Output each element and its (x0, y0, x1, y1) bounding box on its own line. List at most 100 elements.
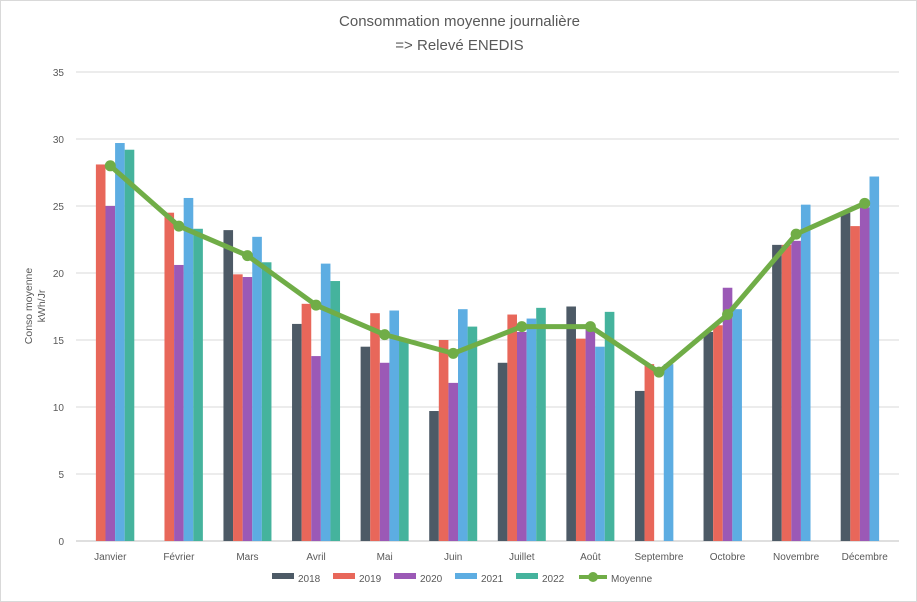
bar-2022 (124, 149, 135, 541)
bar-2021 (115, 143, 125, 541)
legend-label: 2021 (481, 574, 504, 585)
bar-2019 (644, 364, 655, 541)
bar-2019 (233, 274, 243, 541)
bar-2018 (634, 390, 645, 541)
bar-2022 (467, 326, 478, 541)
bar-2022 (536, 307, 546, 541)
x-tick-label: Juillet (509, 552, 535, 563)
bar-2021 (869, 176, 880, 541)
y-axis-label-line: Conso moyenne (23, 268, 35, 345)
bar-2022 (261, 262, 272, 541)
bar-2020 (585, 325, 596, 541)
bar-2018 (840, 212, 851, 541)
bar-2019 (164, 212, 175, 541)
y-tick-label: 30 (53, 135, 65, 146)
bar-2020 (105, 206, 116, 541)
bar-2020 (859, 207, 870, 541)
x-tick-label: Décembre (842, 552, 889, 563)
x-tick-label: Octobre (710, 552, 746, 563)
average-point (310, 299, 322, 311)
average-point (104, 160, 116, 172)
average-line-path (107, 163, 868, 375)
bar-2019 (781, 244, 792, 542)
average-point (516, 321, 528, 333)
legend-label: 2019 (359, 574, 382, 585)
bar-2019 (850, 226, 860, 541)
bar-2021 (595, 346, 605, 541)
y-tick-label: 25 (53, 202, 65, 213)
bar-2019 (301, 303, 312, 541)
bar-2018 (566, 306, 576, 541)
bar-2018 (360, 346, 371, 541)
average-point (173, 220, 185, 232)
bar-2018 (772, 244, 782, 542)
bar-2022 (330, 281, 341, 541)
bar-2021 (732, 309, 742, 541)
chart-subtitle: => Relevé ENEDIS (395, 37, 524, 54)
bar-2021 (389, 310, 400, 541)
average-point (584, 321, 596, 333)
average-point (447, 347, 459, 359)
bar-2018 (292, 323, 302, 541)
bar-2020 (516, 331, 527, 541)
bar-2020 (174, 264, 184, 541)
average-point (790, 228, 802, 240)
x-tick-label: Mars (236, 552, 258, 563)
bar-2018 (497, 362, 508, 541)
y-tick-label: 15 (53, 336, 65, 347)
bar-2021 (800, 204, 811, 541)
legend-swatch (394, 573, 416, 579)
legend-line-marker (588, 572, 598, 582)
legend-swatch (272, 573, 294, 579)
y-axis-ticks: 0 5 10 15 20 25 30 35 (53, 68, 65, 548)
legend-label: 2020 (420, 574, 443, 585)
bar-2020 (311, 356, 321, 541)
bar-2021 (183, 197, 194, 541)
average-point (653, 366, 665, 378)
legend: 2018 2019 2020 2021 2022 Moyenne (272, 572, 653, 585)
bar-2021 (663, 364, 674, 541)
legend-swatch (333, 573, 355, 579)
bar-2018 (703, 331, 714, 541)
y-tick-label: 0 (58, 537, 64, 548)
bar-2018 (429, 411, 439, 541)
average-point (722, 309, 734, 321)
gridlines (76, 71, 899, 542)
bar-2018 (223, 230, 234, 541)
bar-2019 (95, 164, 106, 541)
bars (95, 143, 880, 542)
x-tick-label: Mai (377, 552, 393, 563)
bar-2022 (193, 228, 203, 541)
bar-2021 (458, 309, 468, 541)
x-tick-label: Janvier (94, 552, 127, 563)
x-tick-label: Novembre (773, 552, 820, 563)
bar-2020 (791, 240, 801, 541)
bar-2022 (604, 311, 615, 541)
bar-2021 (252, 236, 262, 541)
legend-swatch (455, 573, 477, 579)
average-line (104, 160, 871, 378)
bar-2021 (526, 318, 537, 541)
y-tick-label: 35 (53, 68, 65, 79)
legend-swatch (516, 573, 538, 579)
bar-2019 (370, 313, 380, 541)
bar-2019 (507, 314, 517, 541)
bar-2020 (448, 382, 459, 541)
x-tick-label: Septembre (634, 552, 683, 563)
legend-label: 2022 (542, 574, 565, 585)
legend-label: 2018 (298, 574, 321, 585)
average-point (241, 250, 253, 262)
bar-2021 (320, 263, 331, 541)
bar-2019 (438, 340, 449, 541)
y-tick-label: 10 (53, 403, 65, 414)
x-tick-label: Février (163, 552, 195, 563)
bar-2020 (379, 362, 390, 541)
bar-2020 (242, 277, 253, 541)
x-tick-label: Avril (306, 552, 325, 563)
bar-2019 (575, 338, 586, 541)
y-tick-label: 5 (58, 470, 64, 481)
x-tick-label: Août (580, 552, 601, 563)
x-tick-label: Juin (444, 552, 462, 563)
